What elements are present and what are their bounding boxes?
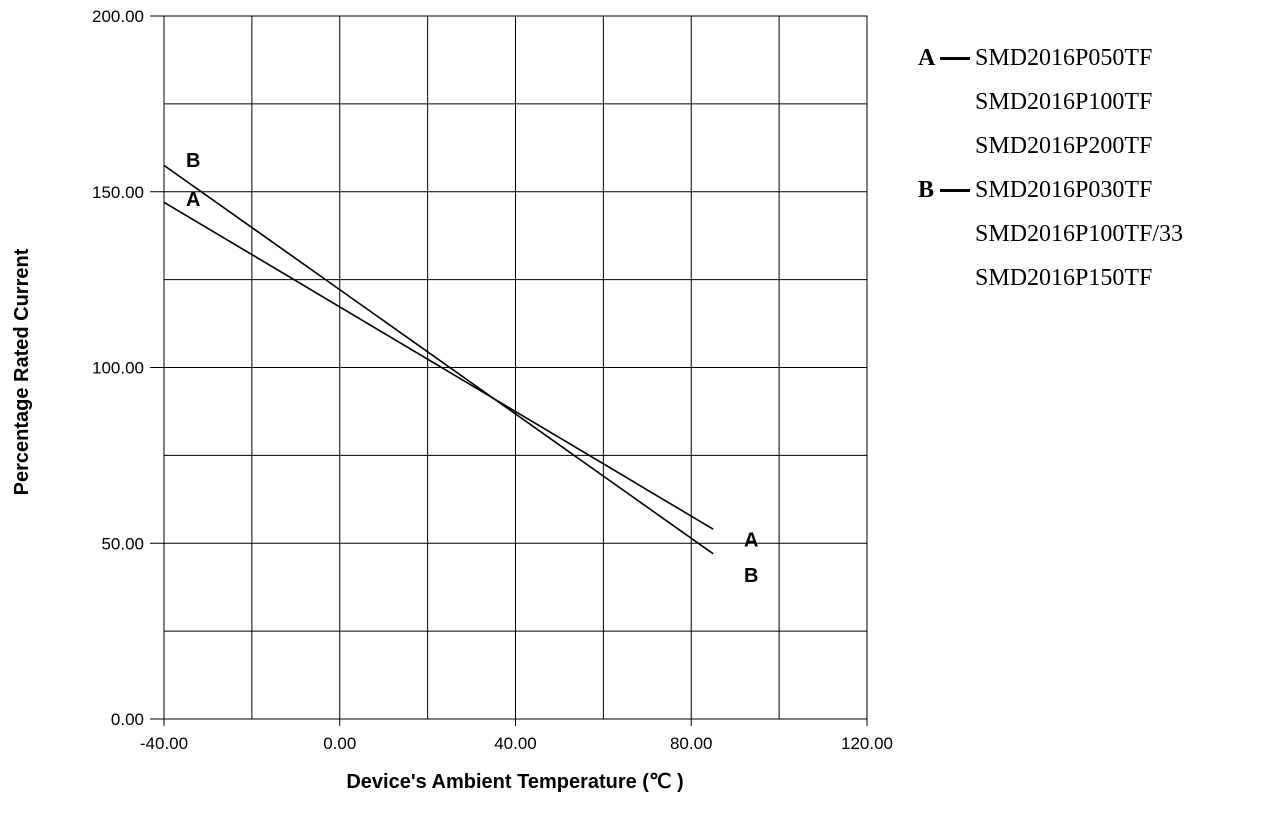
legend-item: SMD2016P100TF [975, 88, 1153, 115]
legend-key-b: B [918, 176, 935, 203]
grid [164, 16, 867, 719]
legend-item: SMD2016P050TF [975, 44, 1153, 71]
legend: A SMD2016P050TF SMD2016P100TF SMD2016P200… [918, 36, 1183, 300]
legend-item: SMD2016P150TF [975, 264, 1153, 291]
axes [150, 15, 868, 726]
y-tick-label: 100.00 [92, 359, 144, 378]
legend-dash [940, 56, 970, 60]
series-line-b [163, 164, 714, 555]
y-tick-label: 200.00 [92, 7, 144, 26]
series-lines [163, 164, 714, 555]
legend-row-a1: A SMD2016P050TF [918, 36, 1183, 80]
series-label-b: B [186, 150, 200, 172]
legend-row-b2: SMD2016P100TF/33 [918, 212, 1183, 256]
series-label-a: A [744, 530, 758, 552]
tick-labels: -40.00 0.00 40.00 80.00 120.00 0.00 50.00 100.0… [92, 7, 893, 753]
legend-dash [940, 188, 970, 192]
x-tick-label: 120.00 [841, 734, 893, 753]
y-axis-title: Percentage Rated Current [11, 248, 33, 495]
legend-item: SMD2016P100TF/33 [975, 220, 1184, 247]
legend-item: SMD2016P030TF [975, 176, 1153, 203]
y-tick-label: 150.00 [92, 183, 144, 202]
legend-row-a2: SMD2016P100TF [918, 80, 1183, 124]
series-line-a [163, 201, 714, 530]
legend-row-b1: B SMD2016P030TF [918, 168, 1183, 212]
y-tick-label: 50.00 [101, 534, 144, 553]
x-tick-label: 0.00 [323, 734, 356, 753]
x-tick-label: -40.00 [140, 734, 188, 753]
legend-row-a3: SMD2016P200TF [918, 124, 1183, 168]
legend-key-a: A [918, 44, 936, 71]
series-label-b: B [744, 565, 758, 587]
y-tick-label: 0.00 [111, 710, 144, 729]
x-axis-title: Device's Ambient Temperature (℃ ) [346, 771, 683, 793]
x-tick-label: 40.00 [494, 734, 537, 753]
series-label-a: A [186, 189, 200, 211]
legend-row-b3: SMD2016P150TF [918, 256, 1183, 300]
legend-item: SMD2016P200TF [975, 132, 1153, 159]
x-tick-label: 80.00 [670, 734, 713, 753]
